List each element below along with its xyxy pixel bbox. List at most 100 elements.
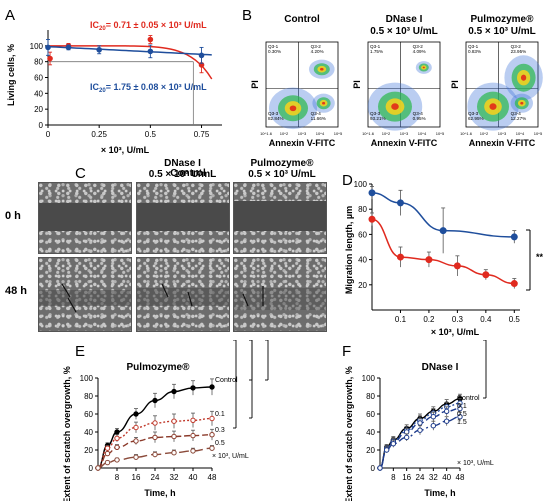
series-line-0 — [371, 192, 515, 238]
panel-label-a: A — [5, 7, 16, 24]
panel-f-chart: DNase I Extent of scratch overgrowth, % … — [344, 340, 494, 501]
data-point — [510, 280, 518, 288]
flow-tick: 10^1.6 — [460, 131, 473, 136]
flow-tick: 10^2 — [480, 131, 489, 136]
ic20-blue-label: IC20= 1.75 ± 0.08 × 10³ U/mL — [90, 82, 207, 94]
y-tick-label: 0 — [39, 121, 44, 130]
quadrant-label-3: Q3-4 11.66% — [311, 111, 326, 121]
panel-f-title: DNase I — [422, 362, 459, 373]
panel-label-b: B — [242, 7, 253, 24]
density-peak — [520, 101, 524, 105]
flow-tick: 10^1.6 — [362, 131, 375, 136]
y-tick-label: 60 — [358, 230, 367, 239]
red-data-point — [147, 36, 154, 43]
flow-subtitle-1: 0.5 × 10³ U/mL — [370, 26, 438, 37]
legend-label-0: Control — [215, 377, 238, 384]
data-point — [417, 420, 423, 426]
panel-f-xlabel: Time, h — [424, 488, 455, 498]
flow-plot-2: Q3-1 0.83% Q3-2 23.95% Q3-3 62.95% Q3-4 12.27% A… — [450, 41, 543, 148]
data-point — [114, 429, 120, 435]
data-point — [95, 465, 101, 471]
panel-e-title: Pulmozyme® — [127, 362, 191, 373]
micro-control-0h — [38, 182, 132, 254]
micro-pulmozyme-48h — [233, 257, 327, 332]
micro-dnase-48h — [136, 257, 230, 332]
x-tick-label: 40 — [189, 473, 198, 482]
data-point — [209, 445, 215, 451]
y-tick-label: 100 — [354, 180, 368, 189]
data-point — [457, 405, 463, 412]
flow-title-0: Control — [284, 14, 320, 25]
y-tick-label: 20 — [34, 105, 43, 114]
y-tick-label: 60 — [366, 410, 375, 419]
flow-tick: 10^3 — [298, 131, 307, 136]
panel-e-xlabel: Time, h — [144, 488, 175, 498]
legend-label-2: 0.3 — [215, 427, 225, 434]
data-point — [368, 189, 376, 197]
x-tick-label: 8 — [115, 473, 120, 482]
quadrant-label-1: Q3-2 4.20% — [311, 44, 324, 54]
x-tick-label: 0.25 — [91, 130, 107, 139]
sig-star: * — [255, 340, 259, 343]
flow-ylabel: PI — [352, 80, 362, 89]
row-label-0h: 0 h — [5, 210, 21, 222]
data-point — [443, 418, 450, 424]
panel-e-chart: Pulmozyme® Extent of scratch overgrowth,… — [62, 340, 279, 501]
x-tick-label: 0 — [46, 130, 51, 139]
data-point — [152, 434, 158, 441]
data-point — [430, 423, 437, 429]
blue-data-point — [198, 52, 205, 59]
ic20-red-label: IC20= 0.71 ± 0.05 × 10³ U/mL — [90, 20, 207, 32]
panel-c-scratch-images: Control DNase I 0.5 × 10³ U/mL Pulmozyme®… — [0, 158, 340, 340]
panel-label-d: D — [342, 172, 353, 189]
x-tick-label: 0.3 — [452, 315, 464, 324]
data-point — [190, 432, 196, 439]
flow-tick: 10^4 — [418, 131, 427, 136]
data-point — [152, 397, 158, 404]
panel-f-unit-note: × 10³, U/mL — [457, 460, 494, 467]
x-tick-label: 32 — [170, 473, 179, 482]
data-point — [171, 450, 177, 456]
x-tick-label: 24 — [151, 473, 160, 482]
panel-label-e: E — [75, 343, 86, 360]
panel-f-ylabel: Extent of scratch overgrowth, % — [344, 366, 354, 501]
legend-label-3: 0.5 — [215, 440, 225, 447]
sig-star: * — [489, 340, 493, 343]
data-point — [425, 256, 433, 264]
x-tick-label: 40 — [442, 473, 451, 482]
data-point — [133, 438, 139, 444]
flow-subtitle-2: 0.5 × 10³ U/mL — [468, 26, 536, 37]
flow-tick: 10^5 — [534, 131, 543, 136]
data-point — [114, 435, 120, 442]
flow-tick: 10^2 — [280, 131, 289, 136]
data-point — [209, 432, 215, 438]
col-title-pulmozyme: Pulmozyme® 0.5 × 10³ U/mL — [248, 158, 316, 180]
data-point — [390, 441, 397, 447]
x-tick-label: 0.2 — [423, 315, 435, 324]
density-peak — [322, 101, 326, 105]
series-line-1 — [97, 417, 213, 469]
density-peak — [391, 103, 399, 110]
y-tick-label: 20 — [366, 446, 375, 455]
flow-xlabel: Annexin V-FITC — [371, 138, 438, 148]
flow-title-2: Pulmozyme® — [471, 14, 535, 25]
panel-a-chart: IC20= 0.71 ± 0.05 × 10³ U/mL IC20= 1.75 … — [6, 20, 222, 155]
data-point — [439, 227, 447, 235]
density-peak — [489, 103, 497, 110]
y-tick-label: 100 — [30, 42, 44, 51]
y-tick-label: 20 — [84, 446, 93, 455]
density-peak — [520, 74, 527, 81]
data-point — [430, 414, 437, 420]
micro-control-48h — [38, 257, 132, 332]
data-point — [104, 450, 111, 457]
sig-star: ** — [255, 340, 263, 343]
panel-d-ylabel: Migration length, µm — [344, 206, 354, 294]
data-point — [482, 271, 490, 279]
x-tick-label: 48 — [208, 473, 217, 482]
quadrant-label-2: Q3-3 62.95% — [468, 111, 484, 121]
flow-ylabel: PI — [250, 80, 260, 89]
blue-data-point — [96, 46, 102, 53]
row-label-48h: 48 h — [5, 285, 28, 297]
data-point — [190, 448, 196, 454]
panel-label-c: C — [75, 165, 86, 182]
